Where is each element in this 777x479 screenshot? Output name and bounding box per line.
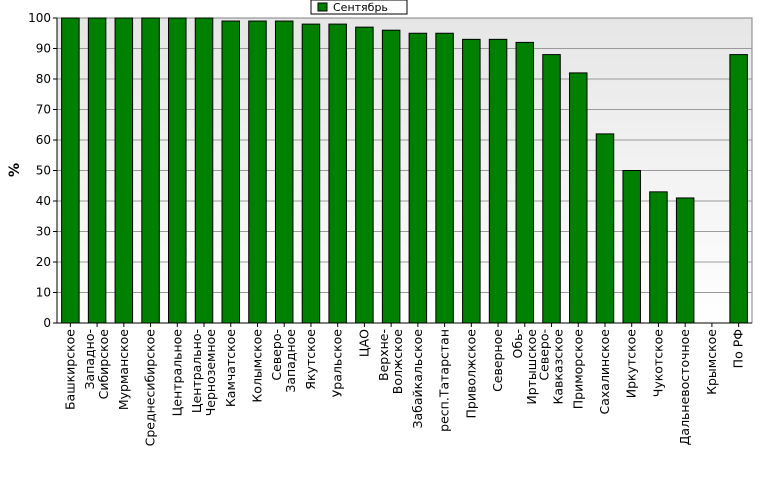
x-tick-label: ЦАО	[356, 329, 371, 357]
y-tick-label: 40	[36, 194, 51, 208]
x-tick-label: Верхне-Волжское	[376, 329, 405, 395]
x-tick-label: Колымское	[249, 329, 264, 403]
bar	[622, 170, 641, 324]
x-tick-label: Чукотское	[650, 329, 665, 398]
y-tick-label: 100	[28, 11, 51, 25]
x-tick-label: Дальневосточное	[677, 329, 692, 446]
bar	[61, 17, 80, 324]
y-tick-label: 30	[36, 225, 51, 239]
y-tick-label: 80	[36, 72, 51, 86]
x-tick-label: Якутское	[303, 329, 318, 390]
bar	[221, 20, 240, 324]
bar	[168, 17, 187, 324]
y-tick-label: 0	[43, 316, 51, 330]
y-tick-label: 20	[36, 255, 51, 269]
x-tick-label: Северное	[490, 329, 505, 392]
bar	[114, 17, 134, 324]
x-tick-label: Северо-Западное	[269, 329, 298, 393]
x-axis-ticks: Башкирское Западно-Сибирское Мурманское Сре…	[62, 323, 746, 447]
bar	[675, 197, 695, 324]
x-tick-label: Западно-Сибирское	[82, 329, 111, 400]
x-tick-label: Северо-Кавказское	[537, 329, 566, 405]
legend-box	[310, 0, 408, 15]
bar	[248, 20, 267, 324]
y-axis-ticks: 0 10 20 30 40 50 60 70 80 90 100	[28, 11, 57, 330]
bar	[515, 41, 535, 324]
bar	[328, 23, 347, 324]
legend-label: Сентябрь	[333, 1, 388, 14]
bar	[87, 17, 107, 324]
bar	[301, 23, 321, 324]
y-tick-label: 50	[36, 164, 51, 178]
x-tick-label: Среднесибирское	[143, 329, 158, 447]
x-tick-label: Обь-Иртышское	[510, 329, 539, 405]
bar	[435, 32, 454, 324]
x-tick-label: Башкирское	[62, 329, 77, 410]
bar	[649, 191, 668, 324]
bar	[141, 17, 160, 324]
x-tick-label: Центральное	[169, 329, 184, 417]
y-tick-label: 10	[36, 286, 51, 300]
legend: Сентябрь	[310, 0, 408, 15]
bar	[729, 54, 748, 324]
x-tick-label: Приморское	[570, 329, 585, 410]
bar	[488, 38, 508, 324]
x-tick-label: Крымское	[704, 329, 719, 395]
legend-swatch	[317, 2, 328, 12]
bars	[61, 17, 748, 324]
x-tick-label: Мурманское	[116, 329, 131, 410]
x-tick-label: респ.Татарстан	[437, 329, 452, 432]
y-tick-label: 70	[36, 103, 51, 117]
y-axis-label: %	[7, 163, 23, 177]
bar	[274, 20, 294, 324]
bar	[194, 17, 214, 324]
bar	[381, 29, 401, 324]
bar	[355, 26, 374, 324]
x-tick-label: Иркутское	[624, 329, 639, 399]
x-tick-label: Камчатское	[223, 329, 238, 407]
x-tick-label: Уральское	[330, 329, 345, 398]
bar	[462, 38, 481, 324]
x-tick-label: Сахалинское	[597, 329, 612, 415]
y-tick-label: 60	[36, 133, 51, 147]
bar	[408, 32, 428, 324]
x-tick-label: Приволжское	[463, 329, 478, 419]
bar	[542, 54, 561, 324]
y-tick-label: 90	[36, 42, 51, 56]
bar	[569, 72, 588, 324]
x-tick-label: Забайкальское	[410, 329, 425, 429]
x-tick-label: По РФ	[731, 329, 746, 369]
bar	[595, 133, 615, 324]
x-tick-label: Центрально-Черноземное	[189, 329, 218, 417]
